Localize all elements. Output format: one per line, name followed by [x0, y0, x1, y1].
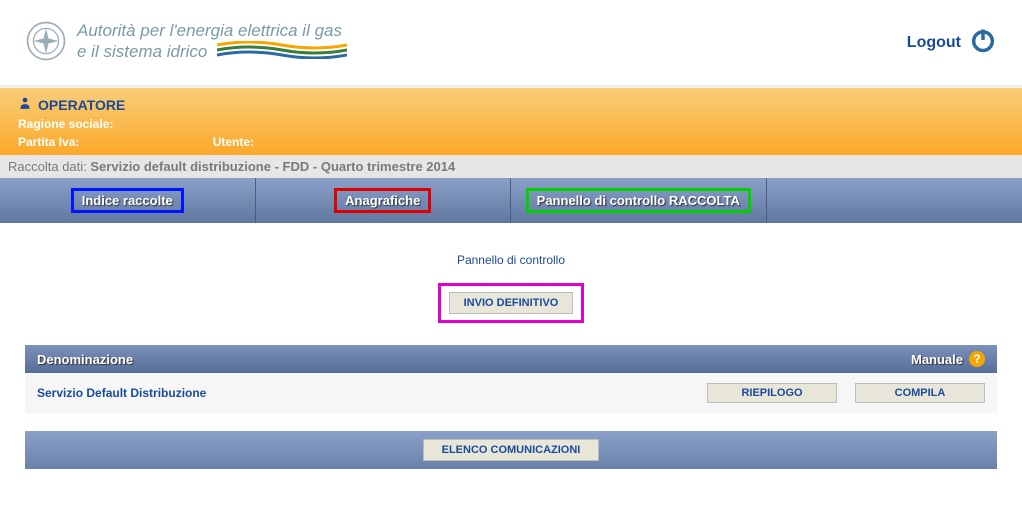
operator-title: OPERATORE — [18, 96, 1004, 113]
table-header: Denominazione Manuale ? — [25, 345, 997, 373]
logo-line1: Autorità per l'energia elettrica il gas — [77, 21, 342, 40]
elenco-comunicazioni-button[interactable]: ELENCO COMUNICAZIONI — [423, 439, 600, 461]
tab-anagrafiche[interactable]: Anagrafiche — [256, 178, 512, 223]
power-icon — [969, 26, 997, 59]
col-manuale: Manuale ? — [911, 351, 985, 367]
emblem-icon — [25, 20, 67, 65]
wave-icon — [217, 41, 347, 64]
partita-iva-label: Partita Iva: — [18, 135, 79, 149]
operator-labels: Ragione sociale: Partita Iva: Utente: — [18, 117, 1004, 149]
footer-bar: ELENCO COMUNICAZIONI — [25, 431, 997, 469]
person-icon — [18, 96, 32, 113]
logout-link[interactable]: Logout — [907, 26, 997, 59]
invio-definitivo-button[interactable]: INVIO DEFINITIVO — [449, 292, 574, 314]
logo-line2: e il sistema idrico — [77, 42, 207, 61]
row-label: Servizio Default Distribuzione — [37, 386, 206, 400]
invio-highlight: INVIO DEFINITIVO — [438, 283, 585, 323]
compila-button[interactable]: COMPILA — [855, 383, 985, 403]
help-icon[interactable]: ? — [969, 351, 985, 367]
col-denominazione: Denominazione — [37, 352, 133, 367]
raccolta-prefix: Raccolta dati: — [8, 159, 87, 174]
tab-pannello[interactable]: Pannello di controllo RACCOLTA — [511, 178, 767, 223]
logo-area: Autorità per l'energia elettrica il gas … — [25, 20, 347, 65]
logout-label: Logout — [907, 34, 961, 52]
operator-bar: OPERATORE Ragione sociale: Partita Iva: … — [0, 88, 1022, 155]
tab-empty — [767, 178, 1022, 223]
page-header: Autorità per l'energia elettrica il gas … — [0, 0, 1022, 88]
manuale-label: Manuale — [911, 352, 963, 367]
operator-role: OPERATORE — [38, 97, 125, 113]
tab-pannello-label: Pannello di controllo RACCOLTA — [526, 188, 751, 213]
tab-anagrafiche-label: Anagrafiche — [334, 188, 431, 213]
main-content: Pannello di controllo INVIO DEFINITIVO D… — [0, 223, 1022, 469]
utente-label: Utente: — [213, 135, 254, 149]
table-row: Servizio Default Distribuzione RIEPILOGO… — [25, 373, 997, 413]
data-table: Denominazione Manuale ? Servizio Default… — [25, 345, 997, 413]
tab-indice-label: Indice raccolte — [71, 188, 184, 213]
panel-title: Pannello di controllo — [0, 253, 1022, 267]
tab-bar: Indice raccolte Anagrafiche Pannello di … — [0, 178, 1022, 223]
tab-indice[interactable]: Indice raccolte — [0, 178, 256, 223]
ragione-sociale-label: Ragione sociale: — [18, 117, 1004, 131]
raccolta-bar: Raccolta dati: Servizio default distribu… — [0, 155, 1022, 178]
riepilogo-button[interactable]: RIEPILOGO — [707, 383, 837, 403]
raccolta-name: Servizio default distribuzione - FDD — [90, 159, 309, 174]
logo-text: Autorità per l'energia elettrica il gas … — [77, 21, 347, 65]
raccolta-period: Quarto trimestre 2014 — [321, 159, 455, 174]
